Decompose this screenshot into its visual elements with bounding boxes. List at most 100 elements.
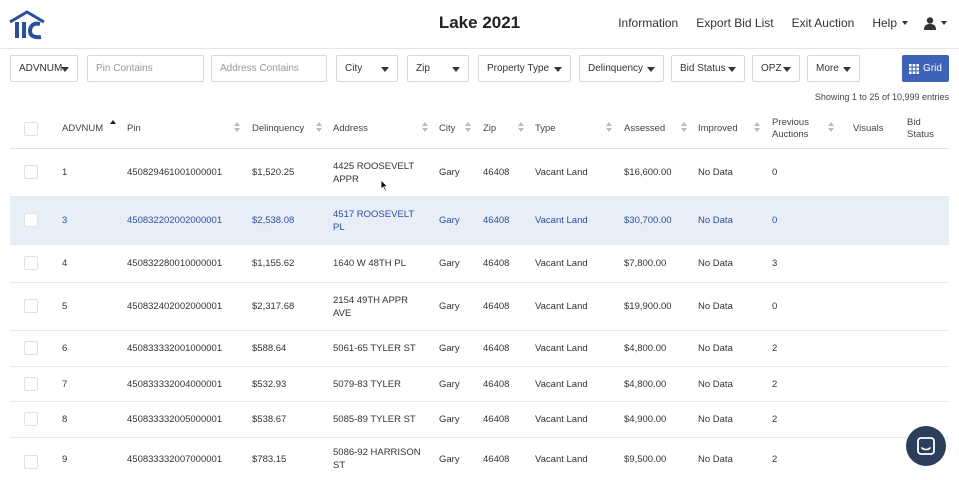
sort-icon [518, 122, 524, 132]
cell-type: Vacant Land [535, 301, 588, 312]
cell-previous-auctions: 3 [772, 258, 778, 269]
table-row[interactable]: 5 450832402002000001 $2,317.68 2154 49TH… [10, 283, 949, 331]
nav-information[interactable]: Information [618, 16, 679, 30]
logo-icon[interactable] [8, 10, 46, 40]
col-zip[interactable]: Zip [483, 122, 497, 134]
cell-address: 4425 ROOSEVELT APPR [333, 160, 414, 185]
col-address[interactable]: Address [333, 122, 368, 134]
sort-icon [422, 122, 428, 132]
grid-view-label: Grid [923, 63, 942, 74]
cell-city: Gary [439, 258, 460, 269]
cell-improved: No Data [698, 167, 733, 178]
cell-advnum: 7 [62, 378, 68, 390]
table-header: ADVNUM Pin Delinquency Address City Zip … [10, 108, 949, 149]
row-checkbox[interactable] [24, 165, 38, 179]
grid-view-button[interactable]: Grid [902, 55, 949, 82]
advnum-select[interactable]: ADVNUM [10, 55, 78, 82]
col-previous-auctions[interactable]: Previous Auctions [772, 116, 809, 140]
row-checkbox[interactable] [24, 256, 38, 270]
cell-delinquency: $1,520.25 [252, 167, 295, 178]
cell-delinquency: $2,317.68 [252, 301, 295, 312]
bid-status-select[interactable]: Bid Status [671, 55, 745, 82]
cell-improved: No Data [698, 453, 733, 465]
more-select[interactable]: More [807, 55, 860, 82]
col-delinquency[interactable]: Delinquency [252, 122, 305, 134]
table-row[interactable]: 9 450833332007000001 $783.15 5086-92 HAR… [10, 438, 949, 480]
cell-previous-auctions: 0 [772, 167, 778, 178]
pin-input[interactable]: Pin Contains [87, 55, 204, 82]
app-header: Lake 2021 Information Export Bid List Ex… [0, 0, 959, 49]
cell-improved: No Data [698, 258, 733, 269]
cell-pin: 450833332007000001 [127, 453, 223, 465]
cell-delinquency: $2,538.08 [252, 215, 295, 226]
table-row[interactable]: 1 450829461001000001 $1,520.25 4425 ROOS… [10, 149, 949, 197]
row-checkbox[interactable] [24, 213, 38, 227]
row-checkbox[interactable] [24, 412, 38, 426]
cell-delinquency: $1,155.62 [252, 258, 295, 269]
nav-exit-auction[interactable]: Exit Auction [791, 16, 855, 30]
more-select-label: More [816, 63, 839, 74]
sort-icon [754, 122, 760, 132]
zip-select[interactable]: Zip [407, 55, 469, 82]
cell-delinquency: $783.15 [252, 453, 287, 465]
cell-pin: 450833332004000001 [127, 378, 223, 390]
select-all-checkbox[interactable] [24, 122, 38, 136]
table-row[interactable]: 8 450833332005000001 $538.67 5085-89 TYL… [10, 402, 949, 438]
property-type-select[interactable]: Property Type [478, 55, 571, 82]
cell-advnum: 5 [62, 301, 68, 312]
sort-asc-icon [110, 120, 116, 124]
opz-select[interactable]: OPZ [752, 55, 800, 82]
cell-pin: 450833332001000001 [127, 343, 223, 354]
row-checkbox[interactable] [24, 299, 38, 313]
col-improved[interactable]: Improved [698, 122, 738, 134]
cell-advnum: 6 [62, 343, 68, 354]
cell-delinquency: $532.93 [252, 378, 287, 390]
nav-help[interactable]: Help [872, 16, 908, 30]
cell-zip: 46408 [483, 378, 510, 390]
row-checkbox[interactable] [24, 455, 38, 469]
cell-pin: 450832280010000001 [127, 258, 223, 269]
table-row[interactable]: 6 450833332001000001 $588.64 5061-65 TYL… [10, 331, 949, 367]
cell-previous-auctions: 2 [772, 343, 778, 354]
property-type-select-label: Property Type [487, 63, 550, 74]
chevron-down-icon [554, 67, 562, 72]
table-row[interactable]: 3 450832202002000001 $2,538.08 4517 ROOS… [10, 197, 949, 245]
col-type[interactable]: Type [535, 122, 556, 134]
cell-pin: 450832402002000001 [127, 301, 223, 312]
col-visuals: Visuals [853, 122, 884, 134]
delinquency-select[interactable]: Delinquency [579, 55, 664, 82]
grid-icon [909, 63, 920, 74]
cell-advnum: 4 [62, 258, 68, 269]
cell-improved: No Data [698, 215, 733, 226]
address-input[interactable]: Address Contains [211, 55, 327, 82]
cell-address: 4517 ROOSEVELT PL [333, 208, 414, 233]
cell-zip: 46408 [483, 301, 510, 312]
city-select[interactable]: City [336, 55, 398, 82]
row-checkbox[interactable] [24, 341, 38, 355]
col-assessed[interactable]: Assessed [624, 122, 666, 134]
col-pin[interactable]: Pin [127, 122, 141, 134]
table-row[interactable]: 7 450833332004000001 $532.93 5079-83 TYL… [10, 367, 949, 402]
col-advnum[interactable]: ADVNUM [62, 122, 104, 134]
cell-improved: No Data [698, 343, 733, 354]
cell-assessed: $4,800.00 [624, 378, 667, 390]
cell-pin: 450833332005000001 [127, 414, 223, 425]
table-row[interactable]: 4 450832280010000001 $1,155.62 1640 W 48… [10, 245, 949, 283]
cell-type: Vacant Land [535, 167, 588, 178]
delinquency-select-label: Delinquency [588, 63, 644, 74]
mouse-cursor-icon [380, 179, 389, 192]
row-checkbox[interactable] [24, 377, 38, 391]
sort-icon [465, 122, 471, 132]
col-city[interactable]: City [439, 122, 456, 134]
cell-previous-auctions: 0 [772, 301, 778, 312]
chevron-down-icon [728, 67, 736, 72]
cell-zip: 46408 [483, 258, 510, 269]
city-select-label: City [345, 63, 363, 74]
cell-zip: 46408 [483, 167, 510, 178]
cell-zip: 46408 [483, 343, 510, 354]
chat-launcher-button[interactable] [906, 426, 946, 466]
cell-assessed: $7,800.00 [624, 258, 667, 269]
user-menu[interactable] [924, 16, 947, 30]
cell-assessed: $16,600.00 [624, 167, 672, 178]
nav-export-bid-list[interactable]: Export Bid List [696, 16, 774, 30]
